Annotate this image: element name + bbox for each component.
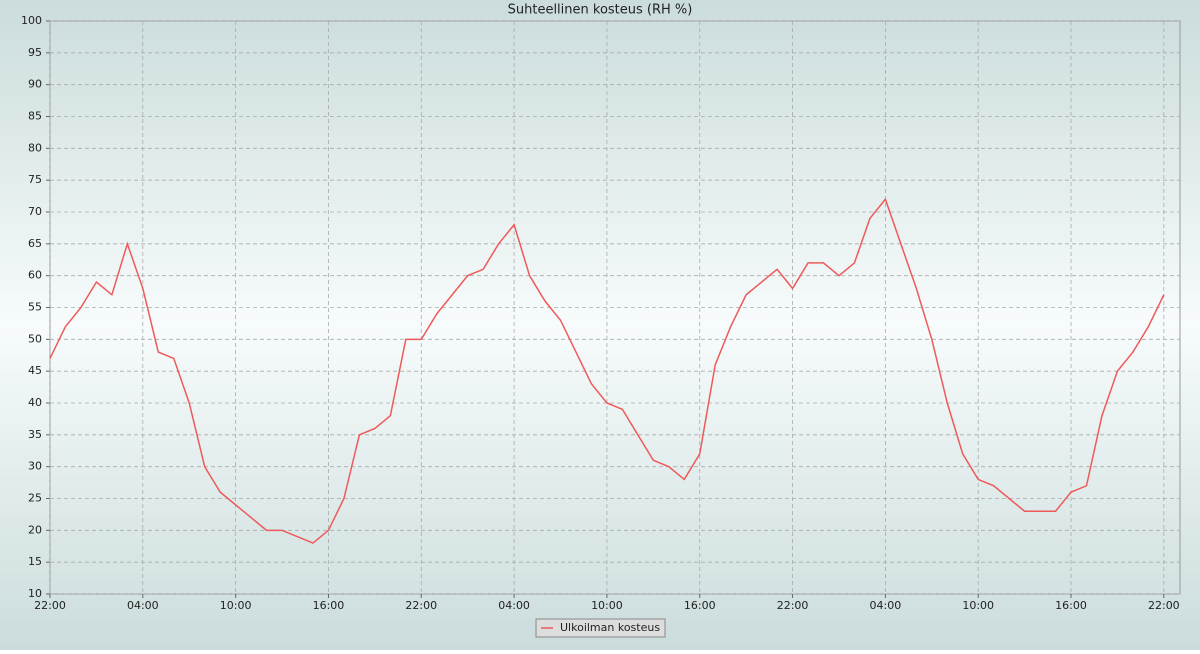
plot-area: 10 15 20 25 30 35 40 45 50 55 60 65 70 75 80 85 90 95 100 2… — [21, 14, 1181, 612]
x-tick-label: 16:00 — [684, 599, 716, 612]
x-tick-label: 10:00 — [220, 599, 252, 612]
chart-title: Suhteellinen kosteus (RH %) — [508, 3, 693, 18]
y-tick-label: 25 — [28, 492, 42, 505]
legend: Ulkoilman kosteus — [535, 618, 666, 638]
y-tick-label: 30 — [28, 460, 42, 473]
x-tick-label: 04:00 — [870, 599, 902, 612]
x-tick-label: 04:00 — [127, 599, 159, 612]
y-tick-label: 75 — [28, 173, 42, 186]
y-tick-label: 10 — [28, 587, 42, 600]
y-tick-label: 95 — [28, 46, 42, 59]
x-tick-label: 16:00 — [1055, 599, 1087, 612]
y-tick-label: 60 — [28, 269, 42, 282]
y-tick-label: 80 — [28, 141, 42, 154]
x-tick-label: 22:00 — [34, 599, 66, 612]
x-tick-label: 22:00 — [777, 599, 809, 612]
y-tick-label: 50 — [28, 332, 42, 345]
y-tick-label: 45 — [28, 364, 42, 377]
y-tick-label: 15 — [28, 555, 42, 568]
legend-box — [535, 618, 666, 638]
y-tick-label: 35 — [28, 428, 42, 441]
x-tick-label: 22:00 — [1148, 599, 1180, 612]
x-tick-label: 22:00 — [405, 599, 437, 612]
y-tick-label: 65 — [28, 237, 42, 250]
x-tick-label: 04:00 — [498, 599, 530, 612]
y-tick-label: 55 — [28, 301, 42, 314]
y-tick-label: 85 — [28, 110, 42, 123]
x-tick-label: 16:00 — [313, 599, 345, 612]
y-tick-label: 100 — [21, 14, 42, 27]
x-tick-label: 10:00 — [591, 599, 623, 612]
y-tick-label: 40 — [28, 396, 42, 409]
legend-label: Ulkoilman kosteus — [560, 621, 660, 634]
x-tick-label: 10:00 — [962, 599, 994, 612]
y-tick-label: 70 — [28, 205, 42, 218]
y-tick-label: 90 — [28, 78, 42, 91]
y-tick-label: 20 — [28, 523, 42, 536]
data-line — [49, 197, 1165, 544]
